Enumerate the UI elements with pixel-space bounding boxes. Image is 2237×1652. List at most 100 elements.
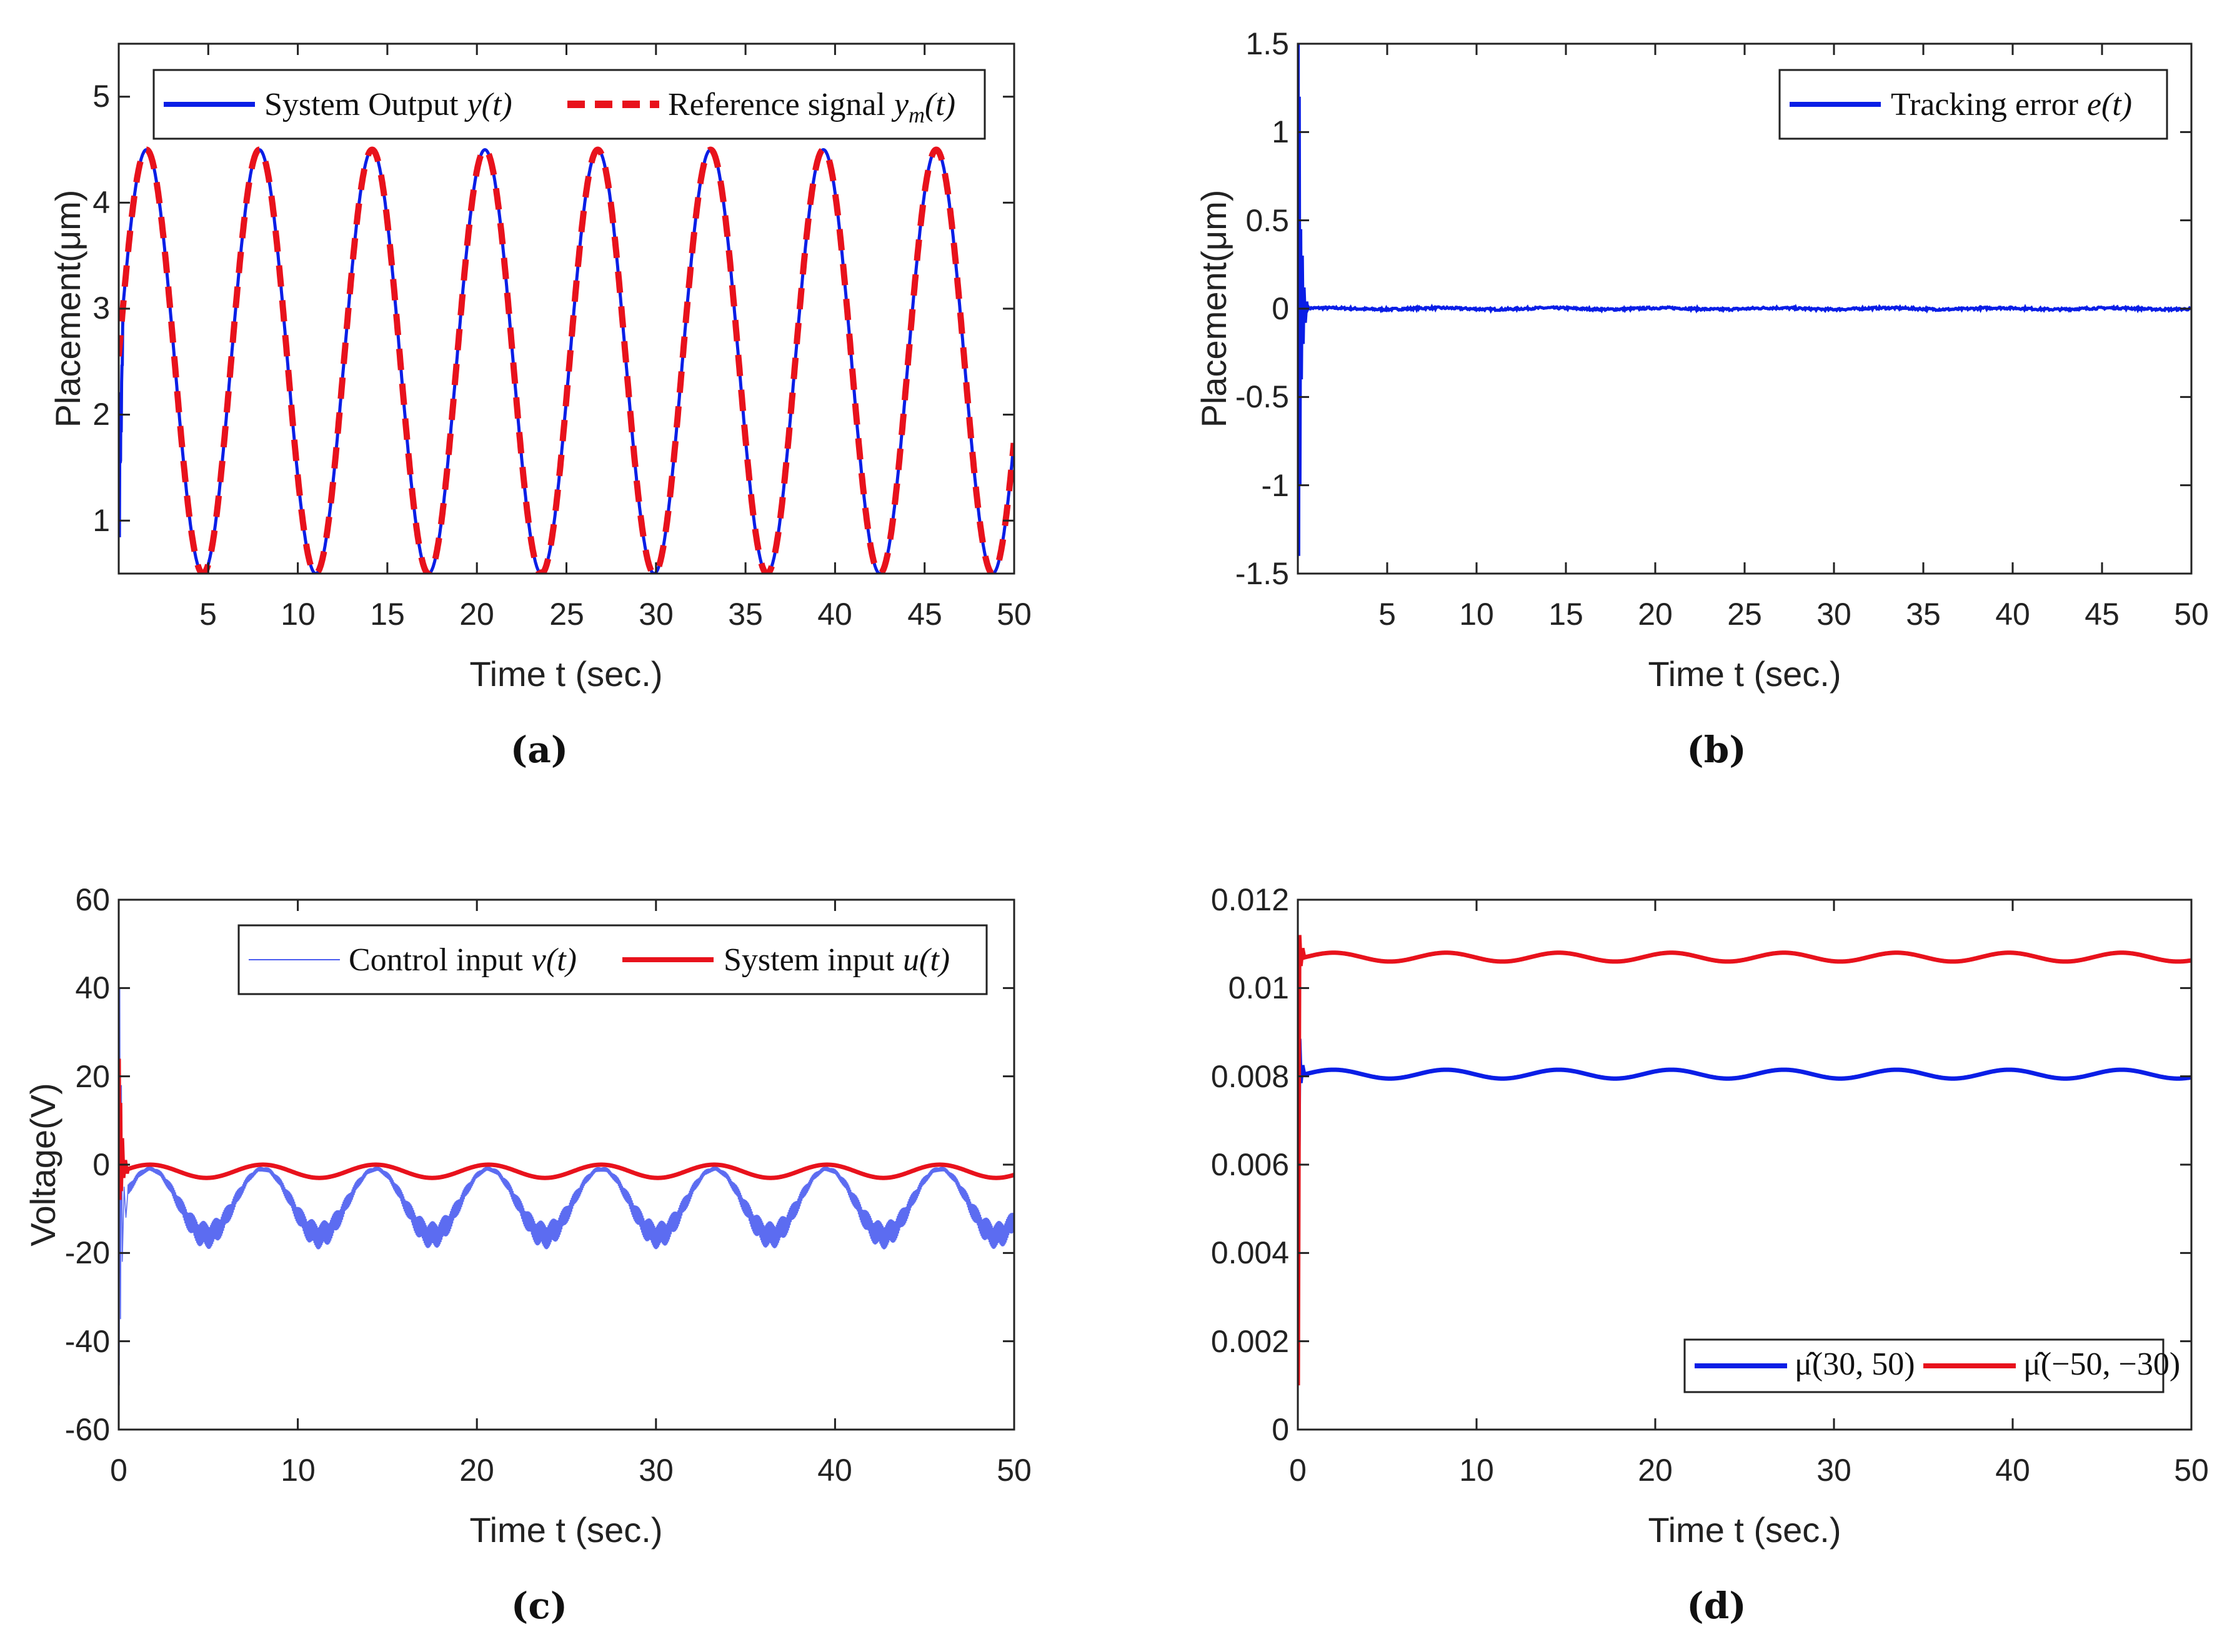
panel-b-data-lines bbox=[1298, 44, 2191, 556]
panel-b-ytick-label: 0 bbox=[1272, 291, 1289, 326]
panel-c-legend-label-control: Control input v(t) bbox=[349, 942, 577, 978]
panel-c-legend-label-control-math: v(t) bbox=[532, 942, 577, 978]
panel-b-xtick-label: 10 bbox=[1459, 597, 1494, 632]
panel-c-legend: Control input v(t) System input u(t) bbox=[237, 924, 988, 995]
panel-b-xtick-label: 15 bbox=[1548, 597, 1583, 632]
panel-d-xtick-labels: 0 10 20 30 40 50 bbox=[1289, 1453, 2209, 1488]
panel-b-xtick-label: 20 bbox=[1638, 597, 1673, 632]
panel-c-ytick-label: -20 bbox=[65, 1235, 110, 1270]
panel-b-ytick-label: 1.5 bbox=[1245, 26, 1289, 61]
panel-a-legend-label-output: System Output y(t) bbox=[264, 87, 512, 122]
panel-d-xtick-label: 10 bbox=[1459, 1453, 1494, 1488]
panel-c-y-axis-title: Voltage(V) bbox=[23, 1083, 62, 1246]
panel-a-ytick-label: 3 bbox=[92, 291, 110, 326]
panel-b-xtick-label: 30 bbox=[1816, 597, 1851, 632]
panel-b-caption: (b) bbox=[1686, 729, 1746, 771]
panel-c-xtick-label: 20 bbox=[459, 1453, 494, 1488]
panel-b-ytick-label: 1 bbox=[1272, 114, 1289, 149]
panel-c-xtick-label: 30 bbox=[639, 1453, 674, 1488]
panel-b-series-tracking-error bbox=[1298, 44, 2191, 556]
panel-a-legend: System Output y(t) Reference signal ym(t) bbox=[152, 69, 986, 140]
panel-a-legend-label-reference-name: Reference signal bbox=[668, 87, 885, 122]
panel-b-ticks bbox=[1298, 42, 2193, 575]
panel-d-xtick-label: 0 bbox=[1289, 1453, 1307, 1488]
panel-b-ytick-label: -1 bbox=[1262, 468, 1289, 503]
panel-a-ytick-label: 2 bbox=[92, 397, 110, 432]
panel-c-legend-box bbox=[237, 924, 988, 995]
panel-d-x-axis-title: Time t (sec.) bbox=[1648, 1510, 1841, 1550]
panel-a: 5 10 15 20 25 30 35 40 45 50 1 2 3 4 5 T… bbox=[48, 42, 1032, 771]
panel-c-xtick-label: 10 bbox=[281, 1453, 316, 1488]
panel-a-xtick-label: 45 bbox=[907, 597, 942, 632]
panel-b-ytick-label: -0.5 bbox=[1235, 379, 1289, 414]
panel-a-xtick-label: 40 bbox=[817, 597, 852, 632]
panel-d: 0 10 20 30 40 50 0 0.002 0.004 0.006 0.0… bbox=[1211, 882, 2209, 1627]
panel-a-ytick-label: 1 bbox=[92, 503, 110, 538]
panel-c-legend-label-system-math: u(t) bbox=[903, 942, 950, 978]
panel-d-ytick-label: 0.006 bbox=[1211, 1147, 1289, 1182]
panel-a-ytick-label: 5 bbox=[92, 79, 110, 114]
panel-c-ytick-label: 0 bbox=[92, 1147, 110, 1182]
panel-c-xtick-label: 50 bbox=[997, 1453, 1032, 1488]
panel-c-ticks bbox=[117, 898, 1015, 1431]
panel-c-ytick-labels: -60 -40 -20 0 20 40 60 bbox=[65, 882, 110, 1447]
panel-b-x-axis-title: Time t (sec.) bbox=[1648, 654, 1841, 694]
panel-d-ytick-label: 0.012 bbox=[1211, 882, 1289, 917]
panel-d-caption: (d) bbox=[1686, 1585, 1746, 1627]
panel-a-ytick-label: 4 bbox=[92, 185, 110, 220]
panel-d-xtick-label: 40 bbox=[1995, 1453, 2030, 1488]
panel-b-legend-label-error: Tracking error e(t) bbox=[1891, 87, 2132, 122]
panel-c-legend-label-control-name: Control input bbox=[349, 942, 523, 978]
panel-a-legend-label-output-name: System Output bbox=[264, 87, 459, 122]
panel-b-xtick-label: 45 bbox=[2085, 597, 2120, 632]
panel-b-xtick-label: 5 bbox=[1378, 597, 1396, 632]
panel-d-xtick-label: 20 bbox=[1638, 1453, 1673, 1488]
panel-a-legend-label-reference-arg: (t) bbox=[925, 87, 955, 122]
panel-d-series-mu-30-50 bbox=[1298, 1038, 2191, 1232]
panel-c-ytick-label: 40 bbox=[75, 970, 110, 1005]
panel-a-xtick-label: 30 bbox=[639, 597, 674, 632]
panel-a-x-axis-title: Time t (sec.) bbox=[469, 654, 662, 694]
panel-a-xtick-label: 35 bbox=[728, 597, 763, 632]
panel-d-xtick-label: 50 bbox=[2174, 1453, 2209, 1488]
panel-b-ytick-label: 0.5 bbox=[1245, 203, 1289, 238]
panel-c-ytick-label: -60 bbox=[65, 1412, 110, 1447]
panel-b: 5 10 15 20 25 30 35 40 45 50 -1.5 -1 -0.… bbox=[1194, 26, 2209, 771]
panel-d-ytick-label: 0.008 bbox=[1211, 1059, 1289, 1094]
panel-b-ytick-label: -1.5 bbox=[1235, 556, 1289, 591]
panel-d-ytick-labels: 0 0.002 0.004 0.006 0.008 0.01 0.012 bbox=[1211, 882, 1289, 1447]
panel-d-legend: μ̂(30, 50) μ̂(−50, −30) bbox=[1683, 1338, 2180, 1393]
panel-c-xtick-label: 0 bbox=[110, 1453, 127, 1488]
panel-c-legend-label-system: System input u(t) bbox=[724, 942, 950, 978]
panel-a-ytick-labels: 1 2 3 4 5 bbox=[92, 79, 110, 538]
panel-b-xtick-label: 35 bbox=[1906, 597, 1941, 632]
panel-b-xtick-labels: 5 10 15 20 25 30 35 40 45 50 bbox=[1378, 597, 2209, 632]
panel-a-legend-label-reference-sub: m bbox=[909, 102, 925, 127]
panel-d-ytick-label: 0 bbox=[1272, 1412, 1289, 1447]
panel-c-legend-label-system-name: System input bbox=[724, 942, 895, 978]
panel-b-xtick-label: 25 bbox=[1727, 597, 1762, 632]
panel-b-ytick-labels: -1.5 -1 -0.5 0 0.5 1 1.5 bbox=[1235, 26, 1289, 591]
panel-a-xtick-label: 20 bbox=[459, 597, 494, 632]
panel-b-xtick-label: 50 bbox=[2174, 597, 2209, 632]
panel-a-ticks bbox=[119, 44, 1015, 574]
panel-b-y-axis-title: Placement(μm) bbox=[1194, 190, 1233, 428]
panel-c-data-lines bbox=[119, 935, 1014, 1386]
panel-d-legend-label-mu2: μ̂(−50, −30) bbox=[2023, 1346, 2180, 1382]
panel-a-series-system-output bbox=[119, 148, 1014, 574]
panel-b-legend-label-error-name: Tracking error bbox=[1891, 87, 2078, 122]
panel-c-xtick-label: 40 bbox=[817, 1453, 852, 1488]
panel-c-series-system-input bbox=[119, 1058, 1014, 1200]
panel-b-xtick-label: 40 bbox=[1995, 597, 2030, 632]
panel-a-series-reference bbox=[119, 146, 1014, 574]
panel-d-data-lines bbox=[1298, 935, 2191, 1386]
panel-d-ytick-label: 0.002 bbox=[1211, 1324, 1289, 1359]
panel-a-xtick-label: 15 bbox=[370, 597, 405, 632]
panel-a-xtick-label: 50 bbox=[997, 597, 1032, 632]
panel-a-xtick-labels: 5 10 15 20 25 30 35 40 45 50 bbox=[199, 597, 1032, 632]
panel-c: 0 10 20 30 40 50 -60 -40 -20 0 20 40 60 … bbox=[23, 882, 1032, 1627]
panel-a-y-axis-title: Placement(μm) bbox=[48, 190, 87, 428]
panel-b-legend: Tracking error e(t) bbox=[1778, 69, 2168, 140]
panel-d-ytick-label: 0.01 bbox=[1228, 970, 1289, 1005]
panel-a-caption: (a) bbox=[511, 729, 568, 771]
